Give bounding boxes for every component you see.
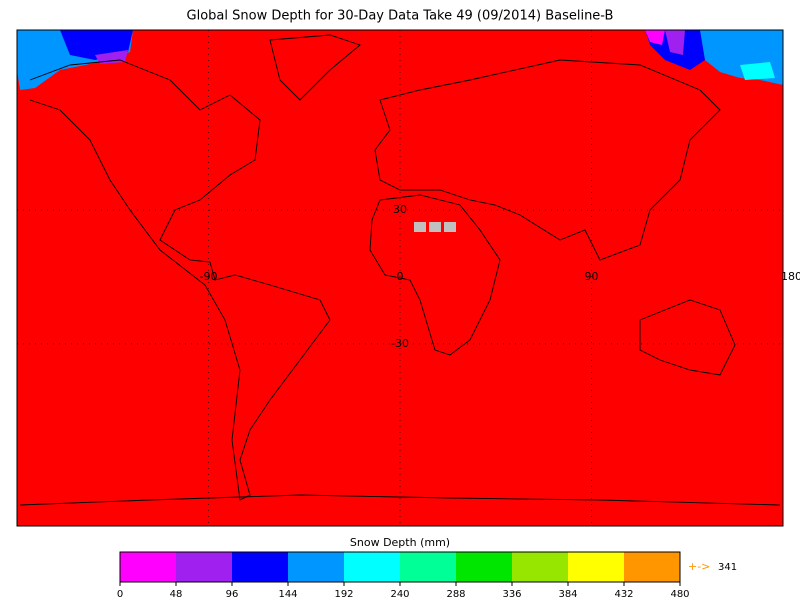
colorbar-cell xyxy=(568,552,624,582)
colorbar-tick-label: 240 xyxy=(390,589,409,600)
colorbar-tick-label: 0 xyxy=(117,589,123,600)
colorbar-label: Snow Depth (mm) xyxy=(350,536,450,549)
lon-label: 90 xyxy=(585,270,599,283)
colorbar-tick-label: 144 xyxy=(278,589,297,600)
colorbar-tick-label: 96 xyxy=(226,589,239,600)
colorbar-tick-label: 384 xyxy=(558,589,577,600)
colorbar-tick-label: 192 xyxy=(334,589,353,600)
colorbar-cell xyxy=(288,552,344,582)
lat-label: 30 xyxy=(393,203,407,216)
colorbar-tick-label: 432 xyxy=(614,589,633,600)
colorbar-cell xyxy=(344,552,400,582)
coastlines xyxy=(19,34,781,506)
colorbar-cell xyxy=(624,552,680,582)
colorbar-cell xyxy=(120,552,176,582)
colorbar-cell xyxy=(232,552,288,582)
map-frame xyxy=(16,29,784,527)
lon-label: 180 xyxy=(781,270,800,283)
colorbar-tick-label: 48 xyxy=(170,589,183,600)
colorbar: 0 48 96 144 192 240 288 336 384 432 480 +-> 341 xyxy=(117,551,737,600)
lon-label: 0 xyxy=(397,270,404,283)
colorbar-cell xyxy=(512,552,568,582)
colorbar-tick-label: 336 xyxy=(502,589,521,600)
colorbar-cell xyxy=(176,552,232,582)
snow-patches xyxy=(17,30,783,232)
overflow-arrow: +-> xyxy=(688,560,710,573)
lat-label: -30 xyxy=(391,337,409,350)
overflow-value: 341 xyxy=(718,562,737,573)
colorbar-tick-label: 288 xyxy=(446,589,465,600)
colorbar-tick-label: 480 xyxy=(670,589,689,600)
lon-label: -90 xyxy=(200,270,218,283)
title: Global Snow Depth for 30-Day Data Take 4… xyxy=(187,9,614,24)
colorbar-cell xyxy=(400,552,456,582)
colorbar-cell xyxy=(456,552,512,582)
graticule: -90 0 90 180 30 -30 xyxy=(17,30,800,526)
